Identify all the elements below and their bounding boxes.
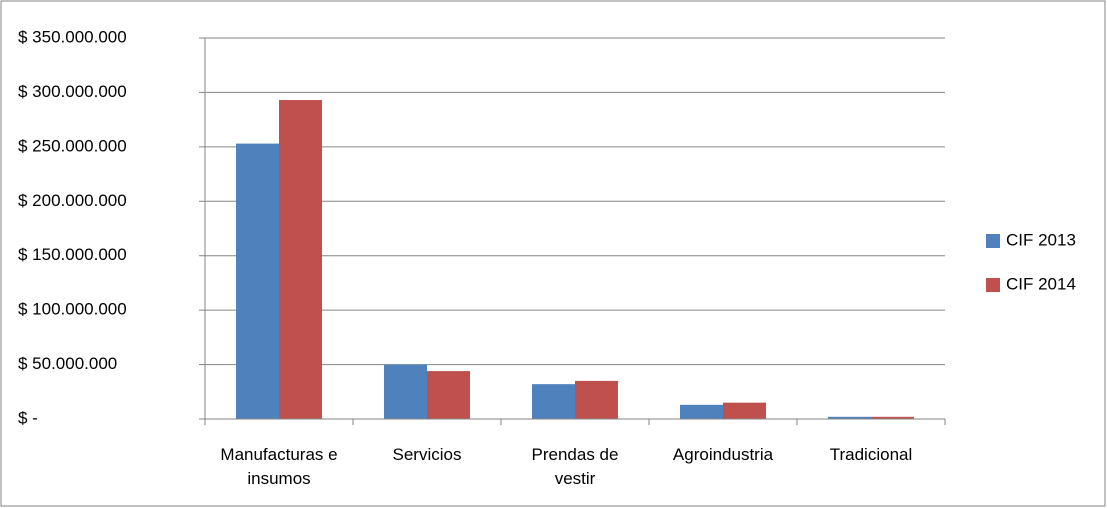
bar [871,416,914,419]
y-tick-label: $ 250.000.000 [18,136,127,155]
bar [427,371,470,419]
y-tick-label: $ 100.000.000 [18,300,127,319]
bar [828,416,871,419]
x-tick-label: Manufacturas e insumos [220,445,338,488]
y-tick-label: $ 50.000.000 [18,354,117,373]
legend-label: CIF 2014 [1006,274,1076,293]
x-tick-label: Agroindustria [672,445,774,464]
y-tick-label: $ - [18,408,38,427]
y-tick-label: $ 200.000.000 [18,191,127,210]
bar [532,384,575,419]
bar [384,364,427,419]
bar [680,404,723,419]
x-tick-label: Tradicional [829,445,913,464]
bar [723,402,766,419]
y-tick-label: $ 150.000.000 [18,245,127,264]
y-tick-label: $ 300.000.000 [18,82,127,101]
x-tick-label: Servicios [392,445,462,464]
bar [575,380,618,419]
bar [279,100,322,419]
legend-swatch [986,234,1000,248]
y-tick-label: $ 350.000.000 [18,27,127,46]
legend-label: CIF 2013 [1006,230,1076,249]
x-tick-label: Prendas de vestir [531,445,619,488]
legend-swatch [986,278,1000,292]
bar [236,143,279,419]
